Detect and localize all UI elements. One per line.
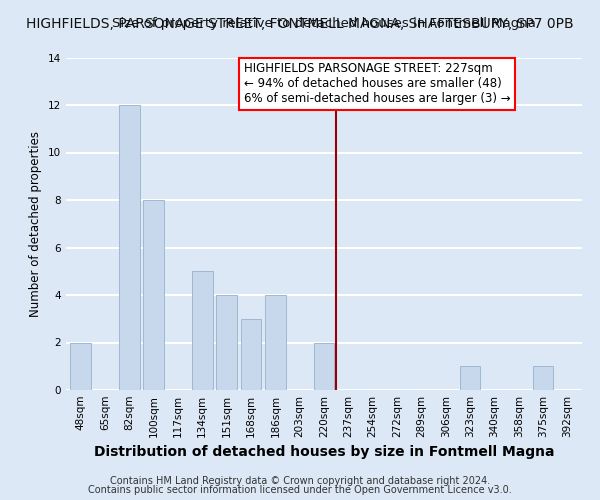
Bar [241,319,262,390]
Bar [265,295,286,390]
Y-axis label: Number of detached properties: Number of detached properties [29,130,43,317]
Bar [533,366,553,390]
Bar [192,271,212,390]
Bar [216,295,237,390]
Text: Contains HM Land Registry data © Crown copyright and database right 2024.: Contains HM Land Registry data © Crown c… [110,476,490,486]
Bar [70,342,91,390]
Title: Size of property relative to detached houses in Fontmell Magna: Size of property relative to detached ho… [112,17,536,30]
Bar [143,200,164,390]
Text: Contains public sector information licensed under the Open Government Licence v3: Contains public sector information licen… [88,485,512,495]
X-axis label: Distribution of detached houses by size in Fontmell Magna: Distribution of detached houses by size … [94,446,554,460]
Text: HIGHFIELDS PARSONAGE STREET: 227sqm
← 94% of detached houses are smaller (48)
6%: HIGHFIELDS PARSONAGE STREET: 227sqm ← 94… [244,62,511,106]
Bar [119,105,140,390]
Bar [460,366,481,390]
Text: HIGHFIELDS, PARSONAGE STREET, FONTMELL MAGNA, SHAFTESBURY, SP7 0PB: HIGHFIELDS, PARSONAGE STREET, FONTMELL M… [26,18,574,32]
Bar [314,342,334,390]
